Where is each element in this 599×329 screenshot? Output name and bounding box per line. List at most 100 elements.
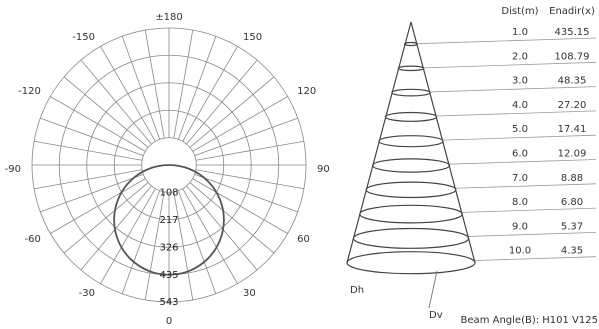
enadir-value: 5.37	[561, 221, 583, 232]
polar-spoke	[173, 30, 194, 139]
dist-value: 8.0	[512, 197, 528, 208]
enadir-value: 108.79	[555, 51, 590, 62]
cone-ellipse	[365, 181, 457, 199]
cone-ellipse	[378, 135, 444, 148]
polar-spoke	[186, 185, 258, 271]
polar-spoke	[177, 36, 217, 140]
polar-radial-label: 435	[159, 270, 178, 281]
polar-angle-label: 30	[243, 288, 256, 299]
polar-diagram: ±180 150 -150 120 -120 90 -90 60 -60 30 -30 0 108 21…	[5, 12, 330, 327]
polar-angle-label: -90	[5, 164, 21, 175]
polar-spoke	[121, 190, 161, 294]
polar-spoke	[121, 36, 161, 140]
polar-angle-label: -30	[79, 288, 95, 299]
cone-leader-line	[423, 61, 597, 69]
cone-edge-left	[346, 21, 412, 263]
polar-spoke	[34, 140, 143, 161]
polar-spoke	[173, 191, 194, 300]
cone-leader-line	[462, 207, 597, 213]
polar-spoke	[182, 46, 238, 142]
polar-angle-label: 90	[317, 164, 330, 175]
polar-spoke	[192, 96, 288, 152]
polar-spoke	[63, 76, 149, 148]
dist-value: 7.0	[512, 173, 528, 184]
polar-spoke	[189, 182, 275, 254]
cone-ellipse	[404, 41, 419, 47]
polar-spoke	[194, 117, 298, 157]
cone-shapes	[346, 21, 597, 309]
polar-spoke	[144, 191, 165, 300]
enadir-column-header: Enadir(x)	[549, 6, 595, 17]
cone-leader-line	[449, 159, 597, 165]
polar-spoke	[63, 182, 149, 254]
polar-spoke	[186, 59, 258, 145]
dist-value: 5.0	[512, 124, 528, 135]
enadir-value: 12.09	[558, 149, 587, 160]
polar-spoke	[144, 30, 165, 139]
polar-spoke	[189, 76, 275, 148]
polar-angle-label: ±180	[155, 12, 182, 23]
polar-spoke	[50, 96, 146, 152]
cone-leader-line	[417, 37, 597, 45]
dist-column-header: Dist(m)	[501, 6, 538, 17]
beam-cone-diagram: Dist(m) Enadir(x) 1.0 435.15 2.0 108.79 3.0 4…	[346, 6, 598, 326]
polar-spoke	[100, 188, 156, 284]
polar-angle-label: -150	[72, 32, 95, 43]
enadir-value: 435.15	[555, 27, 590, 38]
polar-spoke	[194, 173, 298, 213]
beam-angle-label: Beam Angle(B): H101 V125	[461, 315, 598, 326]
polar-angle-label: 150	[243, 32, 262, 43]
cone-leader-line	[442, 134, 597, 141]
polar-radial-label: 108	[159, 187, 178, 198]
polar-spoke	[34, 169, 143, 190]
cone-ellipse	[391, 88, 431, 97]
illuminance-table: Dist(m) Enadir(x) 1.0 435.15 2.0 108.79 3.0 4…	[501, 6, 595, 257]
polar-spoke	[192, 178, 288, 234]
polar-radial-labels: 108 217 326 435 543	[159, 187, 178, 308]
luminous-intensity-curve	[113, 164, 225, 276]
cone-leader-line	[468, 232, 597, 237]
polar-angle-label: 120	[297, 86, 316, 97]
polar-angle-label: -120	[18, 86, 41, 97]
polar-spoke	[195, 140, 304, 161]
polar-radial-label: 543	[159, 297, 178, 308]
polar-spoke	[182, 188, 238, 284]
cone-edge-right	[410, 21, 476, 263]
intensity-curve	[113, 164, 225, 276]
dist-value: 4.0	[512, 100, 528, 111]
cone-ellipse	[352, 227, 470, 249]
polar-spoke	[80, 185, 152, 271]
enadir-value: 4.35	[561, 246, 583, 257]
cone-leader-line	[430, 86, 597, 93]
cone-ellipse	[359, 204, 463, 224]
cone-leader-line	[436, 110, 597, 117]
polar-spoke	[40, 173, 144, 213]
dist-value: 10.0	[509, 246, 531, 257]
cone-ellipse	[397, 65, 425, 72]
cone-ellipse	[372, 158, 451, 173]
cone-leader-line	[474, 256, 597, 261]
cone-leader-line	[455, 183, 597, 189]
polar-spoke	[80, 59, 152, 145]
enadir-value: 48.35	[558, 76, 587, 87]
enadir-value: 8.88	[561, 173, 583, 184]
polar-spoke	[100, 46, 156, 142]
polar-radial-label: 217	[159, 215, 178, 226]
cone-ellipse	[346, 251, 476, 275]
dv-pointer	[428, 270, 438, 309]
enadir-value: 27.20	[558, 100, 587, 111]
dist-value: 9.0	[512, 221, 528, 232]
polar-spoke	[177, 190, 217, 294]
polar-angle-label: -60	[24, 234, 40, 245]
polar-spoke	[40, 117, 144, 157]
dist-value: 3.0	[512, 76, 528, 87]
dist-value: 6.0	[512, 149, 528, 160]
polar-angle-labels: ±180 150 -150 120 -120 90 -90 60 -60 30 -30 0	[5, 12, 330, 327]
cone-ellipse	[384, 111, 438, 122]
polar-angle-label: 60	[297, 234, 310, 245]
polar-angle-label: 0	[166, 316, 172, 327]
dist-value: 1.0	[512, 27, 528, 38]
dv-label: Dv	[429, 310, 443, 321]
polar-radial-label: 326	[159, 242, 178, 253]
